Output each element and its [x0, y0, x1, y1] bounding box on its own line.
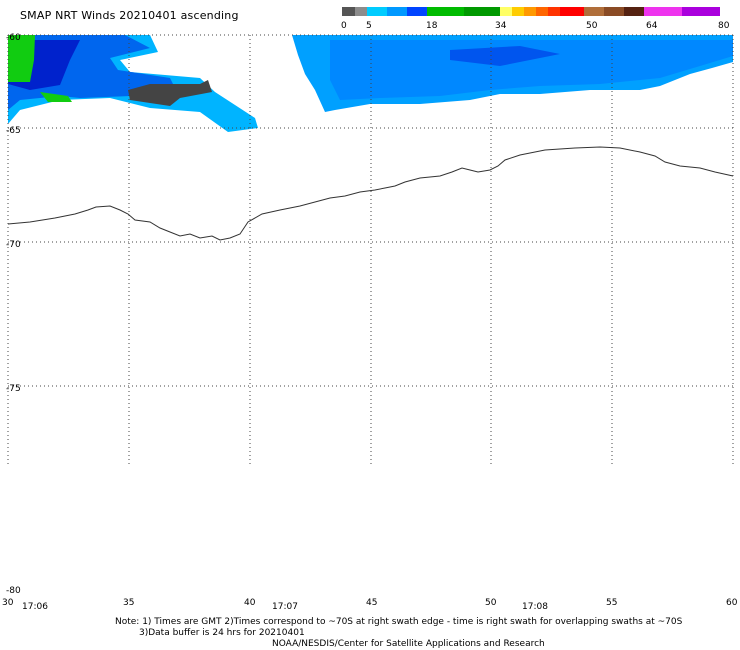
- wind-speed-colorbar: [342, 7, 732, 16]
- colorbar-segment: [524, 7, 536, 16]
- colorbar-segment: [512, 7, 524, 16]
- colorbar-segment: [500, 7, 512, 16]
- antarctic-coastline: [7, 146, 734, 241]
- colorbar-segment: [560, 7, 584, 16]
- time-label: 17:07: [272, 602, 298, 612]
- longitude-label: 35: [123, 598, 135, 608]
- longitude-label: 55: [606, 598, 618, 608]
- longitude-label: 30: [2, 598, 14, 608]
- colorbar-label: 18: [426, 21, 438, 31]
- longitude-label: 60: [726, 598, 738, 608]
- footnote-line: Note: 1) Times are GMT 2)Times correspon…: [115, 617, 683, 627]
- latitude-label: -80: [6, 586, 21, 596]
- colorbar-segment: [682, 7, 720, 16]
- colorbar-segment: [387, 7, 407, 16]
- colorbar-label: 64: [646, 21, 658, 31]
- colorbar-label: 50: [586, 21, 598, 31]
- longitude-label: 40: [244, 598, 256, 608]
- time-label: 17:06: [22, 602, 48, 612]
- colorbar-segment: [407, 7, 427, 16]
- colorbar-segment: [584, 7, 604, 16]
- map-title: SMAP NRT Winds 20210401 ascending: [20, 9, 239, 22]
- colorbar-segment: [536, 7, 548, 16]
- footnote-line: 3)Data buffer is 24 hrs for 20210401: [139, 628, 305, 638]
- colorbar-segment: [604, 7, 624, 16]
- colorbar-segment: [342, 7, 355, 16]
- latitude-label: -75: [6, 384, 21, 394]
- colorbar-label: 80: [718, 21, 730, 31]
- colorbar-label: 34: [495, 21, 507, 31]
- latitude-label: -70: [6, 240, 21, 250]
- colorbar-segment: [624, 7, 644, 16]
- colorbar-segment: [427, 7, 464, 16]
- colorbar-segment: [644, 7, 682, 16]
- graticule: [7, 34, 734, 464]
- wind-swath-left: [8, 35, 258, 132]
- time-label: 17:08: [522, 602, 548, 612]
- longitude-label: 50: [485, 598, 497, 608]
- colorbar-segment: [548, 7, 560, 16]
- colorbar-label: 5: [366, 21, 372, 31]
- footnote-line: NOAA/NESDIS/Center for Satellite Applica…: [272, 639, 545, 649]
- latitude-label: -60: [6, 33, 21, 43]
- colorbar-segment: [367, 7, 387, 16]
- colorbar-segment: [464, 7, 500, 16]
- wind-swath-right: [292, 35, 733, 112]
- longitude-label: 45: [366, 598, 378, 608]
- colorbar-label: 0: [341, 21, 347, 31]
- latitude-label: -65: [6, 126, 21, 136]
- colorbar-segment: [355, 7, 367, 16]
